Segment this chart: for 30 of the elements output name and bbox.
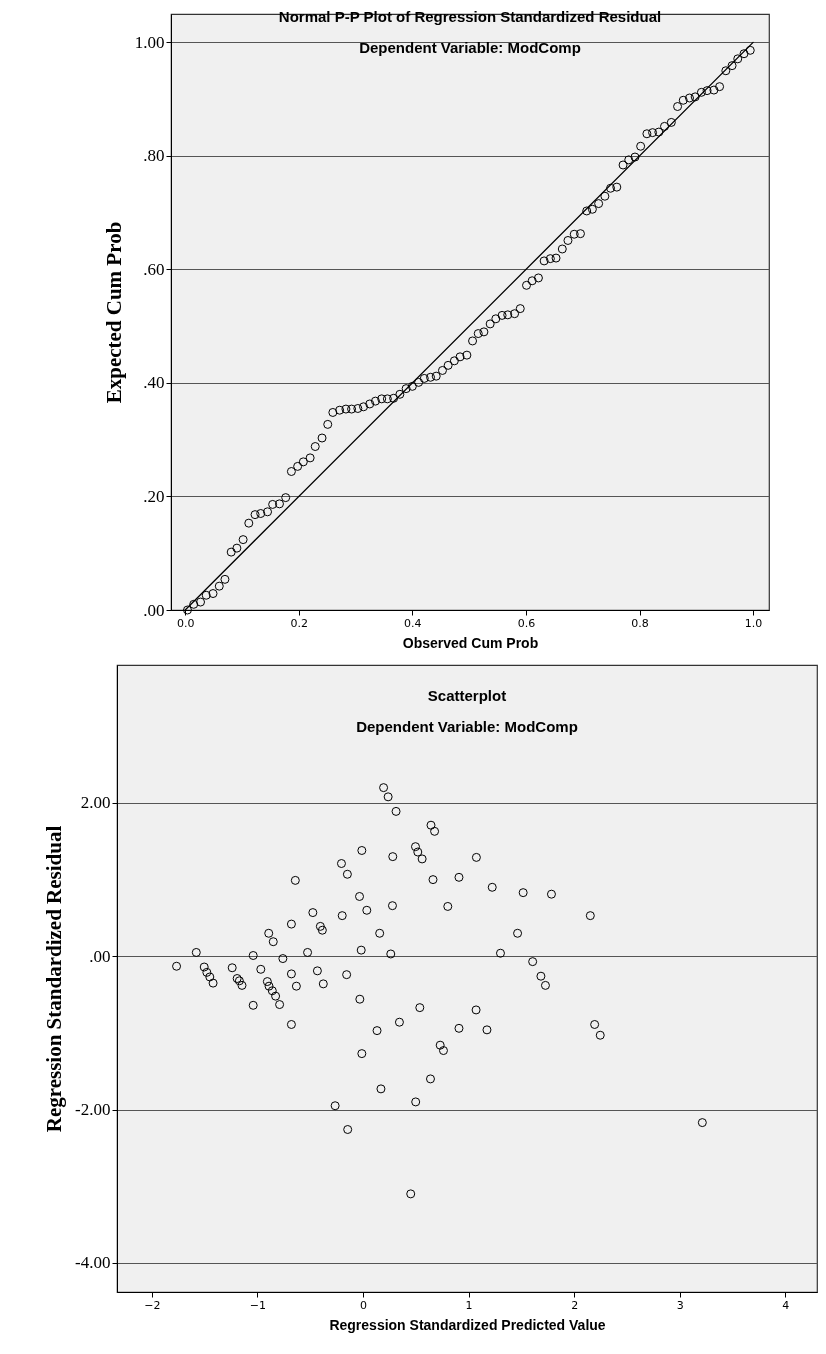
y-tick-label: .00 <box>89 946 111 966</box>
y-tick-label: .00 <box>143 600 165 620</box>
text: Scatterplot <box>427 687 507 704</box>
text: Dependent Variable: ModComp <box>356 718 578 735</box>
y-axis-title: Regression Standardized Residual <box>42 825 67 1133</box>
y-tick-label: -4.00 <box>75 1253 111 1273</box>
y-tick-label: .80 <box>143 146 165 166</box>
x-tick-label: 0.2 <box>290 616 309 630</box>
text: Dependent Variable: ModComp <box>359 39 581 56</box>
x-axis-title: Regression Standardized Predicted Value <box>329 1316 606 1333</box>
y-tick-label: 1.00 <box>134 32 165 52</box>
x-tick-label: 0.8 <box>631 616 649 630</box>
y-tick-label: .20 <box>143 486 165 506</box>
y-tick-label: 2.00 <box>80 793 111 813</box>
x-tick-label: 3 <box>676 1298 684 1312</box>
x-tick-label: 2 <box>571 1298 579 1312</box>
x-tick-label: −2 <box>144 1298 161 1312</box>
x-tick-label: 1 <box>465 1298 473 1312</box>
x-tick-label: 0.0 <box>176 616 195 630</box>
x-tick-label: 0 <box>360 1298 367 1312</box>
x-tick-label: 0.6 <box>517 616 536 630</box>
y-axis-title: Expected Cum Prob <box>101 221 126 404</box>
x-tick-label: 1.0 <box>744 616 763 630</box>
x-tick-label: −1 <box>249 1298 267 1312</box>
x-tick-label: 4 <box>782 1298 790 1312</box>
x-axis-title: Observed Cum Prob <box>402 634 539 651</box>
y-tick-label: -2.00 <box>75 1100 111 1120</box>
y-tick-label: .40 <box>143 373 165 393</box>
x-tick-label: 0.4 <box>404 616 422 630</box>
y-tick-label: .60 <box>143 259 165 279</box>
